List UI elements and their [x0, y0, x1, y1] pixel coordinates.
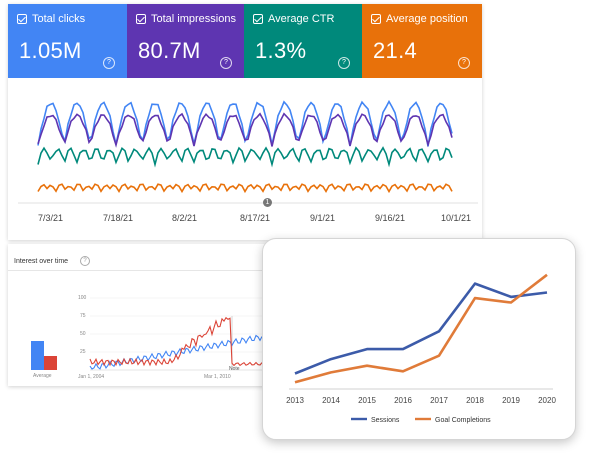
tile-value: 1.05M [19, 38, 82, 63]
ctr-series-line [37, 146, 453, 168]
tile-label: Total clicks [32, 13, 86, 25]
help-icon[interactable]: ? [80, 256, 90, 266]
average-ctr-tile[interactable]: Average CTR 1.3% ? [244, 4, 362, 78]
checkbox-icon[interactable] [17, 14, 27, 24]
y-tick: 25 [80, 349, 86, 355]
annotation-marker[interactable]: 1 [263, 198, 272, 207]
y-tick: 100 [78, 295, 87, 301]
help-icon[interactable]: ? [458, 57, 470, 69]
average-bar-red [44, 356, 57, 370]
x-axis-label: 9/16/21 [375, 213, 406, 223]
total-impressions-tile[interactable]: Total impressions 80.7M ? [127, 4, 244, 78]
tile-value: 1.3% [255, 38, 307, 63]
legend-label: Sessions [371, 417, 400, 424]
tile-label: Total impressions [151, 13, 236, 25]
trends-title: Interest over time [14, 258, 69, 265]
position-series-line [37, 183, 453, 194]
x-tick: Mar 1, 2010 [204, 374, 231, 380]
x-tick-label: 2016 [394, 396, 412, 405]
series-line [294, 273, 548, 384]
divider [8, 270, 270, 271]
x-tick-label: 2015 [358, 396, 376, 405]
x-tick-label: 2018 [466, 396, 484, 405]
x-tick-label: 2014 [322, 396, 340, 405]
help-icon[interactable]: ? [338, 57, 350, 69]
total-clicks-tile[interactable]: Total clicks 1.05M ? [8, 4, 127, 78]
x-tick: Jan 1, 2004 [78, 374, 105, 380]
note-label[interactable]: Note [229, 366, 240, 372]
tile-value: 21.4 [373, 38, 418, 63]
x-axis-label: 8/2/21 [172, 213, 198, 223]
metric-tiles: Total clicks 1.05M ? Total impressions 8… [8, 4, 482, 78]
x-tick-label: 2017 [430, 396, 448, 405]
x-axis-label: 7/18/21 [103, 213, 134, 223]
x-axis-label: 7/3/21 [38, 213, 64, 223]
sessions-goals-card: 2013 2014 2015 2016 2017 2018 2019 2020 Sessions… [262, 238, 576, 440]
tile-value: 80.7M [138, 38, 201, 63]
x-tick-label: 2020 [538, 396, 556, 405]
x-axis-label: 8/17/21 [240, 213, 271, 223]
x-tick-label: 2019 [502, 396, 520, 405]
bar-label: Average [33, 373, 52, 379]
legend-label: Goal Completions [435, 417, 491, 424]
trends-red-line [89, 316, 263, 367]
x-tick-label: 2013 [286, 396, 304, 405]
tile-label: Average position [386, 13, 468, 25]
checkbox-icon[interactable] [253, 14, 263, 24]
impressions-series-line [37, 112, 453, 148]
checkbox-icon[interactable] [371, 14, 381, 24]
tile-label: Average CTR [268, 13, 335, 25]
y-tick: 50 [80, 331, 86, 337]
x-axis-label: 9/1/21 [310, 213, 336, 223]
y-tick: 75 [80, 313, 86, 319]
average-bar-blue [31, 341, 44, 370]
x-axis-label: 10/1/21 [441, 213, 472, 223]
help-icon[interactable]: ? [220, 57, 232, 69]
sessions-goals-chart: 2013 2014 2015 2016 2017 2018 2019 2020 Sessions… [286, 273, 556, 424]
series-line [294, 282, 548, 375]
checkbox-icon[interactable] [136, 14, 146, 24]
help-icon[interactable]: ? [103, 57, 115, 69]
performance-card: Total clicks 1.05M ? Total impressions 8… [8, 4, 482, 240]
average-position-tile[interactable]: Average position 21.4 ? [362, 4, 482, 78]
